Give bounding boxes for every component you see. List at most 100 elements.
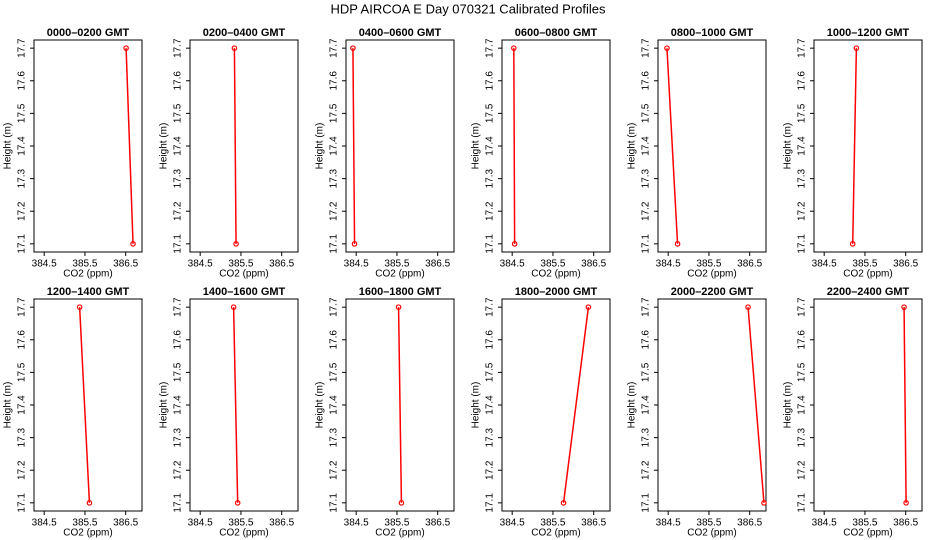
panel-title: 2000–2200 GMT xyxy=(671,286,754,298)
y-tick-label: 17.2 xyxy=(641,201,652,221)
x-tick-label: 384.5 xyxy=(188,518,213,529)
data-point xyxy=(903,500,909,506)
x-tick-label: 384.5 xyxy=(656,518,681,529)
y-axis-label: Height (m) xyxy=(627,382,638,429)
x-axis-label: CO2 (ppm) xyxy=(843,528,892,539)
data-point xyxy=(398,500,405,506)
y-axis-label: Height (m) xyxy=(627,123,638,170)
y-tick-label: 17.2 xyxy=(641,460,652,480)
x-axis-label: CO2 (ppm) xyxy=(687,269,736,280)
profile-line xyxy=(851,48,858,244)
y-tick-label: 17.5 xyxy=(641,103,652,123)
y-tick-label: 17.6 xyxy=(329,330,340,350)
y-tick-label: 17.1 xyxy=(173,493,184,513)
y-tick-label: 17.5 xyxy=(485,362,496,382)
x-tick-label: 386.5 xyxy=(425,259,450,270)
y-tick-label: 17.5 xyxy=(17,103,28,123)
data-point xyxy=(234,500,241,506)
x-tick-label: 385.5 xyxy=(540,518,565,529)
y-tick-label: 17.7 xyxy=(173,38,184,58)
y-tick-label: 17.5 xyxy=(173,362,184,382)
data-point xyxy=(511,241,518,247)
x-tick-label: 386.5 xyxy=(425,518,450,529)
y-tick-label: 17.6 xyxy=(797,71,808,91)
y-tick-label: 17.4 xyxy=(797,136,808,156)
x-tick-label: 386.5 xyxy=(113,518,138,529)
profile-line xyxy=(903,307,907,503)
y-axis-label: Height (m) xyxy=(471,382,482,429)
x-tick-label: 384.5 xyxy=(344,518,369,529)
x-tick-label: 385.5 xyxy=(384,259,409,270)
x-tick-label: 384.5 xyxy=(812,259,837,270)
data-point xyxy=(123,45,129,51)
x-tick-label: 386.5 xyxy=(893,518,918,529)
y-tick-label: 17.1 xyxy=(17,493,28,513)
panel-title: 2200–2400 GMT xyxy=(827,286,910,298)
y-tick-label: 17.6 xyxy=(173,71,184,91)
x-tick-label: 384.5 xyxy=(32,518,57,529)
y-tick-label: 17.3 xyxy=(641,427,652,447)
x-axis-label: CO2 (ppm) xyxy=(63,269,112,280)
x-axis-label: CO2 (ppm) xyxy=(531,528,580,539)
y-tick-label: 17.1 xyxy=(329,234,340,254)
y-tick-label: 17.6 xyxy=(641,71,652,91)
x-tick-label: 385.5 xyxy=(696,259,721,270)
y-tick-label: 17.1 xyxy=(641,493,652,513)
x-axis-label: CO2 (ppm) xyxy=(687,528,736,539)
y-tick-label: 17.4 xyxy=(329,136,340,156)
x-tick-label: 385.5 xyxy=(72,518,97,529)
y-tick-label: 17.7 xyxy=(797,38,808,58)
y-axis-label: Height (m) xyxy=(783,123,794,170)
y-tick-label: 17.7 xyxy=(17,297,28,317)
x-axis-label: CO2 (ppm) xyxy=(63,528,112,539)
y-tick-label: 17.3 xyxy=(641,168,652,188)
panel-title: 1400–1600 GMT xyxy=(203,286,286,298)
y-axis-label: Height (m) xyxy=(159,123,170,170)
x-axis-label: CO2 (ppm) xyxy=(843,269,892,280)
x-axis-label: CO2 (ppm) xyxy=(375,269,424,280)
y-tick-label: 17.1 xyxy=(173,234,184,254)
y-tick-label: 17.1 xyxy=(485,493,496,513)
data-point xyxy=(849,241,856,247)
y-tick-label: 17.3 xyxy=(797,168,808,188)
x-tick-label: 384.5 xyxy=(344,259,369,270)
x-tick-label: 384.5 xyxy=(812,518,837,529)
x-tick-label: 385.5 xyxy=(540,259,565,270)
y-axis-label: Height (m) xyxy=(783,382,794,429)
profile-line xyxy=(125,48,134,244)
y-tick-label: 17.2 xyxy=(485,201,496,221)
panel-title: 1200–1400 GMT xyxy=(47,286,130,298)
y-tick-label: 17.7 xyxy=(329,297,340,317)
y-tick-label: 17.6 xyxy=(485,71,496,91)
y-tick-label: 17.4 xyxy=(641,395,652,415)
panel-title: 0600–0800 GMT xyxy=(515,27,598,39)
x-axis-label: CO2 (ppm) xyxy=(219,269,268,280)
y-tick-label: 17.4 xyxy=(485,395,496,415)
y-axis-label: Height (m) xyxy=(315,123,326,170)
x-tick-label: 386.5 xyxy=(269,518,294,529)
y-axis-label: Height (m) xyxy=(315,382,326,429)
x-tick-label: 386.5 xyxy=(893,259,918,270)
y-tick-label: 17.3 xyxy=(485,427,496,447)
x-tick-label: 386.5 xyxy=(737,259,762,270)
y-tick-label: 17.2 xyxy=(173,201,184,221)
y-tick-label: 17.2 xyxy=(329,460,340,480)
panel-title: 1600–1800 GMT xyxy=(359,286,442,298)
y-tick-label: 17.3 xyxy=(173,168,184,188)
y-tick-label: 17.3 xyxy=(329,427,340,447)
y-tick-label: 17.4 xyxy=(329,395,340,415)
y-tick-label: 17.3 xyxy=(797,427,808,447)
y-axis-label: Height (m) xyxy=(3,123,14,170)
x-tick-label: 386.5 xyxy=(737,518,762,529)
data-point xyxy=(511,45,517,51)
y-tick-label: 17.1 xyxy=(329,493,340,513)
panel-title: 0000–0200 GMT xyxy=(47,27,130,39)
y-tick-label: 17.4 xyxy=(173,136,184,156)
y-tick-label: 17.4 xyxy=(17,395,28,415)
y-tick-label: 17.1 xyxy=(797,493,808,513)
data-point xyxy=(233,241,239,247)
x-axis-label: CO2 (ppm) xyxy=(531,269,580,280)
data-point xyxy=(351,241,358,247)
y-tick-label: 17.2 xyxy=(17,460,28,480)
